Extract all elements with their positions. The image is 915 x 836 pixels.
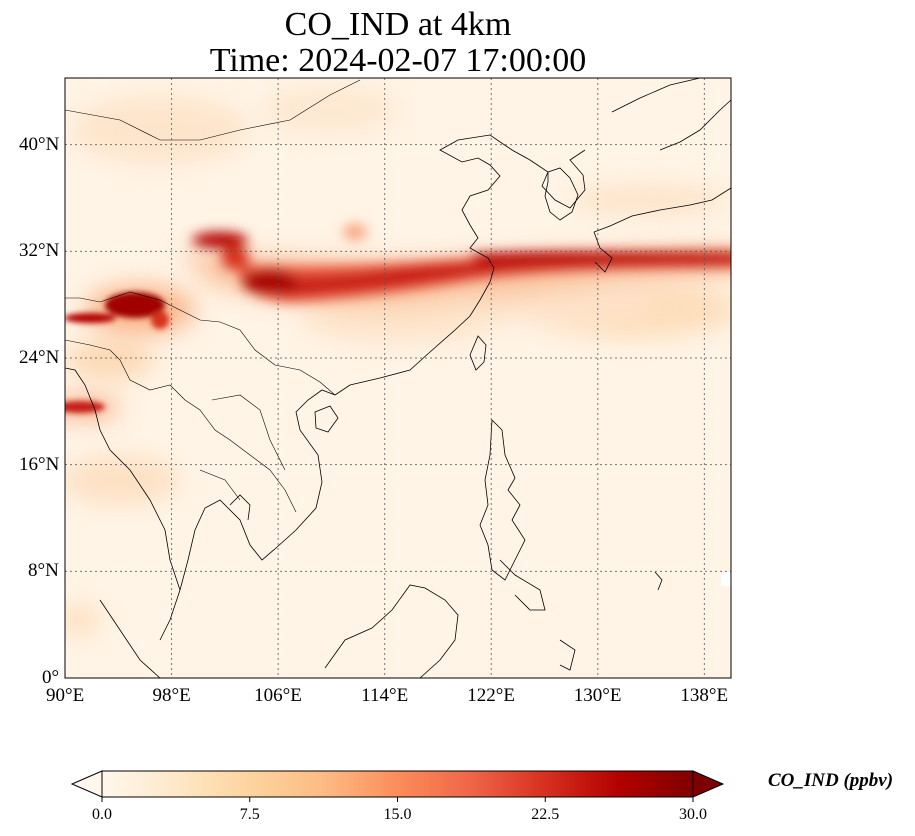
coastlines <box>65 78 731 678</box>
colorbar-tick-label: 22.5 <box>531 806 560 823</box>
lat-tick-label: 8°N <box>28 560 59 582</box>
lon-tick-label: 138°E <box>680 685 729 706</box>
lat-tick-label: 40°N <box>19 133 60 155</box>
map-time-subtitle: Time: 2024-02-07 17:00:00 <box>209 42 587 79</box>
lat-tick-label: 0° <box>42 667 60 688</box>
lat-tick-label: 32°N <box>19 240 60 262</box>
lon-tick-label: 130°E <box>573 685 622 706</box>
lon-tick-label: 122°E <box>467 685 515 706</box>
graticule <box>65 78 731 678</box>
colorbar <box>70 770 725 802</box>
lon-tick-label: 90°E <box>46 685 85 706</box>
lat-tick-label: 16°N <box>19 453 60 475</box>
lon-tick-label: 106°E <box>254 685 302 706</box>
colorbar-min-extend <box>70 770 103 798</box>
colorbar-tick-label: 30.0 <box>679 806 707 823</box>
colorbar-label: CO_IND (ppbv) <box>768 770 894 791</box>
lon-tick-label: 98°E <box>152 685 191 706</box>
map-title: CO_IND at 4km <box>284 6 512 43</box>
colorbar-gradient <box>102 771 693 797</box>
lon-tick-label: 114°E <box>361 685 409 706</box>
colorbar-tick-label: 15.0 <box>383 806 412 823</box>
colorbar-max-extend <box>692 770 725 798</box>
colorbar-tick-label: 7.5 <box>239 806 260 823</box>
concentration-field <box>65 78 731 678</box>
lat-tick-label: 24°N <box>19 347 60 368</box>
map-frame <box>64 77 732 679</box>
colorbar-tick-label: 0.0 <box>92 806 112 823</box>
